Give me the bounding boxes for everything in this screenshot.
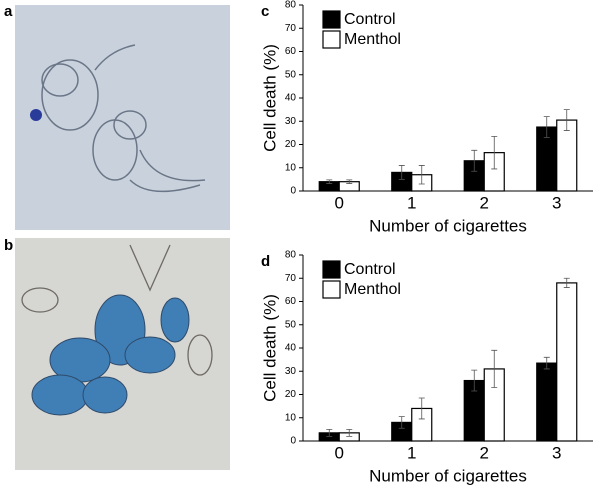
legend-swatch	[322, 280, 341, 299]
y-axis-label: Cell death (%)	[260, 44, 279, 152]
x-tick-label: 2	[480, 193, 489, 212]
bar	[556, 282, 578, 442]
error-bar	[563, 277, 570, 288]
error-bar	[491, 349, 498, 388]
y-tick-label: 10	[285, 162, 297, 173]
x-tick-label: 0	[335, 193, 344, 212]
y-tick-label: 30	[285, 116, 297, 127]
y-tick-label: 20	[285, 139, 297, 150]
y-tick-label: 60	[285, 296, 297, 307]
y-tick-label: 30	[285, 366, 297, 377]
micrograph-b	[15, 238, 230, 470]
error-bar	[326, 179, 333, 184]
y-axis-label: Cell death (%)	[260, 294, 279, 402]
y-tick-label: 40	[285, 93, 297, 104]
panel-label: b	[4, 237, 13, 254]
y-tick-label: 0	[290, 186, 296, 197]
legend-label: Menthol	[344, 31, 401, 48]
x-tick-label: 0	[335, 443, 344, 462]
error-bar	[418, 165, 425, 185]
error-bar	[471, 369, 478, 392]
y-tick-label: 80	[285, 250, 297, 261]
y-tick-label: 0	[290, 436, 296, 447]
error-bar	[491, 135, 498, 170]
error-bar	[543, 356, 550, 370]
bar	[536, 362, 558, 442]
legend-label: Control	[344, 11, 396, 28]
y-tick-label: 20	[285, 389, 297, 400]
error-bar	[346, 179, 353, 184]
y-tick-label: 50	[285, 319, 297, 330]
error-bar	[398, 416, 405, 429]
y-tick-label: 40	[285, 343, 297, 354]
y-tick-label: 70	[285, 23, 297, 34]
micrograph-a	[15, 5, 230, 230]
x-tick-label: 3	[552, 193, 561, 212]
legend-swatch	[322, 30, 341, 49]
panel-label: a	[4, 3, 13, 20]
legend-swatch	[322, 260, 341, 279]
legend-label: Menthol	[344, 281, 401, 298]
x-axis-label: Number of cigarettes	[369, 216, 527, 235]
y-tick-label: 80	[285, 0, 297, 11]
error-bar	[398, 165, 405, 180]
y-tick-label: 10	[285, 412, 297, 423]
legend-swatch	[322, 10, 341, 29]
x-tick-label: 2	[480, 443, 489, 462]
legend-label: Control	[344, 261, 396, 278]
panel-label: c	[261, 3, 269, 20]
y-tick-label: 60	[285, 46, 297, 57]
error-bar	[543, 116, 550, 138]
x-tick-label: 1	[407, 443, 416, 462]
error-bar	[326, 428, 333, 437]
x-axis-label: Number of cigarettes	[369, 466, 527, 485]
panel-label: d	[261, 253, 270, 270]
error-bar	[563, 109, 570, 131]
y-tick-label: 50	[285, 69, 297, 80]
error-bar	[471, 149, 478, 172]
y-tick-label: 70	[285, 273, 297, 284]
x-tick-label: 3	[552, 443, 561, 462]
error-bar	[418, 397, 425, 420]
error-bar	[346, 428, 353, 437]
x-tick-label: 1	[407, 193, 416, 212]
